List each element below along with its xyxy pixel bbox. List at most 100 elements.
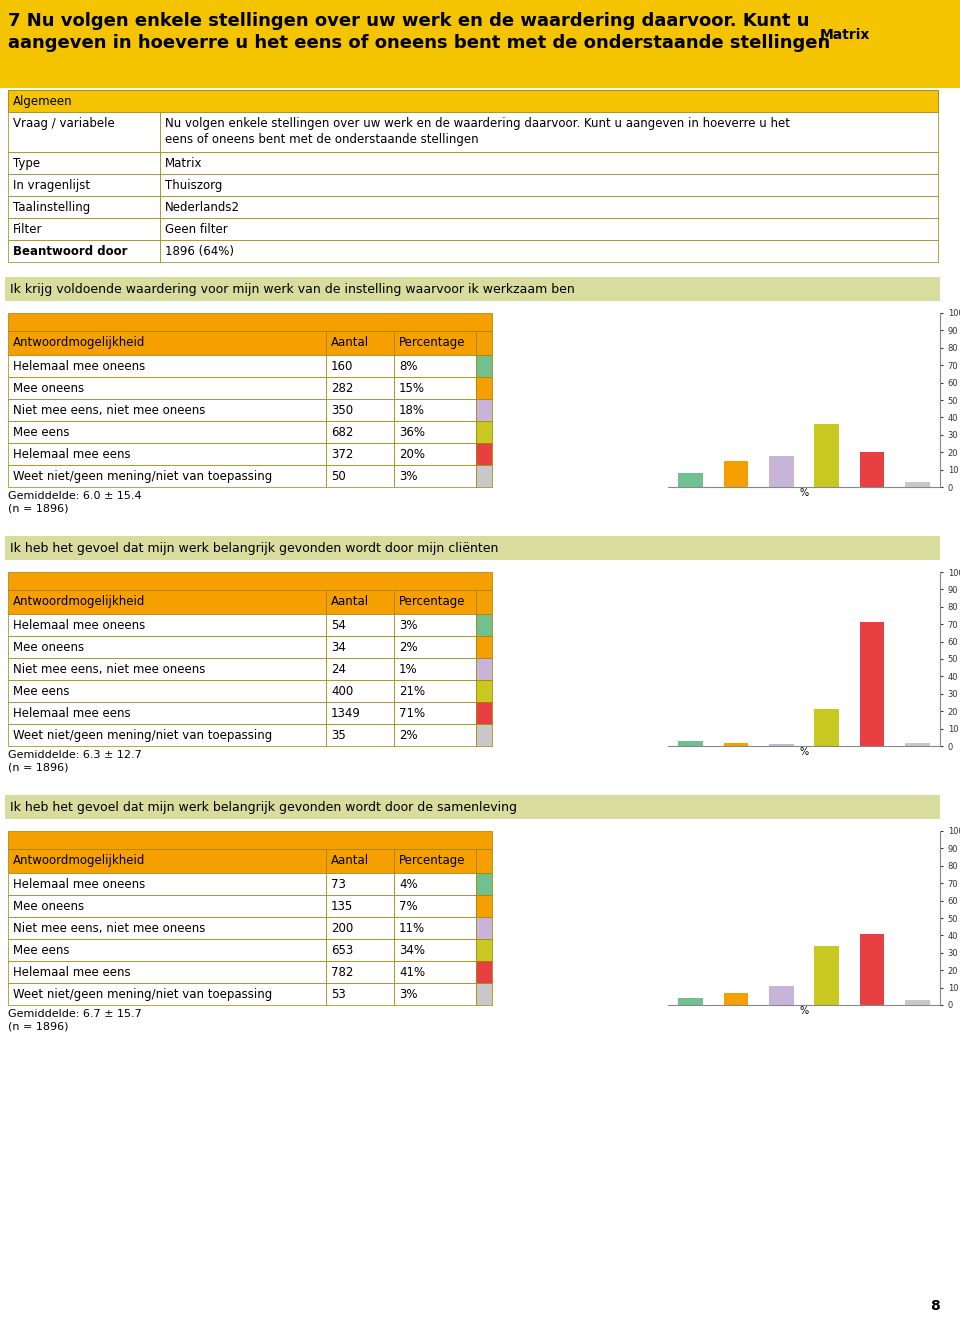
Bar — [8, 984, 326, 1005]
Text: Matrix: Matrix — [165, 157, 203, 170]
Text: Helemaal mee eens: Helemaal mee eens — [13, 707, 131, 720]
Text: Mee eens: Mee eens — [13, 944, 69, 957]
Bar — [678, 998, 703, 1005]
Text: 3%: 3% — [399, 988, 418, 1001]
Text: Aantal: Aantal — [331, 335, 370, 349]
Bar — [160, 112, 938, 152]
Bar — [8, 849, 326, 873]
Text: 73: 73 — [331, 878, 346, 890]
Bar — [394, 680, 476, 701]
Bar — [476, 590, 492, 614]
Bar — [8, 614, 326, 636]
Text: 1896 (64%): 1896 (64%) — [165, 245, 234, 258]
Bar — [769, 455, 794, 487]
Bar — [476, 355, 492, 377]
Text: 2%: 2% — [399, 729, 418, 741]
Bar — [8, 701, 326, 724]
Bar — [476, 636, 492, 658]
Bar — [8, 894, 326, 917]
Text: Percentage: Percentage — [399, 595, 466, 608]
Text: Beantwoord door: Beantwoord door — [13, 245, 128, 258]
Bar — [394, 399, 476, 421]
Bar — [326, 984, 394, 1005]
Bar — [394, 961, 476, 984]
Bar — [394, 331, 476, 355]
X-axis label: %: % — [800, 748, 808, 757]
Bar — [160, 196, 938, 218]
Text: Ik heb het gevoel dat mijn werk belangrijk gevonden wordt door mijn cliënten: Ik heb het gevoel dat mijn werk belangri… — [10, 542, 498, 555]
Bar — [394, 465, 476, 487]
Bar — [8, 377, 326, 399]
Bar — [476, 658, 492, 680]
Bar — [326, 377, 394, 399]
Bar — [326, 658, 394, 680]
Bar — [326, 399, 394, 421]
Bar — [326, 355, 394, 377]
Text: 11%: 11% — [399, 922, 425, 934]
Text: 3%: 3% — [399, 619, 418, 632]
Bar — [326, 465, 394, 487]
Bar — [160, 240, 938, 262]
Bar — [5, 795, 940, 819]
Bar — [476, 894, 492, 917]
Text: 282: 282 — [331, 382, 353, 395]
Bar — [326, 614, 394, 636]
Bar — [8, 724, 326, 745]
Text: Helemaal mee eens: Helemaal mee eens — [13, 449, 131, 461]
Bar — [476, 680, 492, 701]
Bar — [394, 421, 476, 443]
Text: 7 Nu volgen enkele stellingen over uw werk en de waardering daarvoor. Kunt u: 7 Nu volgen enkele stellingen over uw we… — [8, 12, 809, 31]
Bar — [326, 701, 394, 724]
Bar — [326, 917, 394, 938]
Bar — [8, 218, 160, 240]
Bar — [0, 0, 960, 88]
Bar — [476, 614, 492, 636]
Bar — [8, 658, 326, 680]
Text: 54: 54 — [331, 619, 346, 632]
Text: Ik krijg voldoende waardering voor mijn werk van de instelling waarvoor ik werkz: Ik krijg voldoende waardering voor mijn … — [10, 284, 575, 295]
Bar — [8, 355, 326, 377]
Bar — [8, 443, 326, 465]
Text: Mee eens: Mee eens — [13, 685, 69, 697]
Bar — [394, 984, 476, 1005]
Bar — [8, 331, 326, 355]
Text: Taalinstelling: Taalinstelling — [13, 201, 90, 214]
Bar — [814, 946, 839, 1005]
X-axis label: %: % — [800, 1006, 808, 1017]
Bar — [678, 741, 703, 745]
Bar — [326, 443, 394, 465]
Text: 372: 372 — [331, 449, 353, 461]
Bar — [326, 421, 394, 443]
Text: Niet mee eens, niet mee oneens: Niet mee eens, niet mee oneens — [13, 922, 205, 934]
Bar — [394, 724, 476, 745]
Text: Matrix: Matrix — [820, 28, 871, 43]
Bar — [326, 938, 394, 961]
Text: 200: 200 — [331, 922, 353, 934]
Text: Gemiddelde: 6.7 ± 15.7
(n = 1896): Gemiddelde: 6.7 ± 15.7 (n = 1896) — [8, 1009, 142, 1032]
Text: Niet mee eens, niet mee oneens: Niet mee eens, niet mee oneens — [13, 405, 205, 417]
Bar — [8, 831, 492, 849]
Bar — [394, 938, 476, 961]
Bar — [326, 680, 394, 701]
Text: Geen filter: Geen filter — [165, 224, 228, 236]
Text: 41%: 41% — [399, 966, 425, 980]
Bar — [8, 174, 160, 196]
Bar — [724, 461, 749, 487]
Text: 36%: 36% — [399, 426, 425, 439]
Text: 2%: 2% — [399, 642, 418, 654]
Bar — [8, 240, 160, 262]
Bar — [394, 443, 476, 465]
Text: 8%: 8% — [399, 359, 418, 373]
Text: Aantal: Aantal — [331, 595, 370, 608]
Bar — [476, 724, 492, 745]
Bar — [8, 961, 326, 984]
Text: Vraag / variabele: Vraag / variabele — [13, 117, 115, 130]
Bar — [394, 636, 476, 658]
Bar — [8, 152, 160, 174]
Bar — [5, 277, 940, 301]
Bar — [476, 917, 492, 938]
Bar — [326, 590, 394, 614]
Bar — [814, 709, 839, 745]
Bar — [8, 465, 326, 487]
Bar — [476, 421, 492, 443]
